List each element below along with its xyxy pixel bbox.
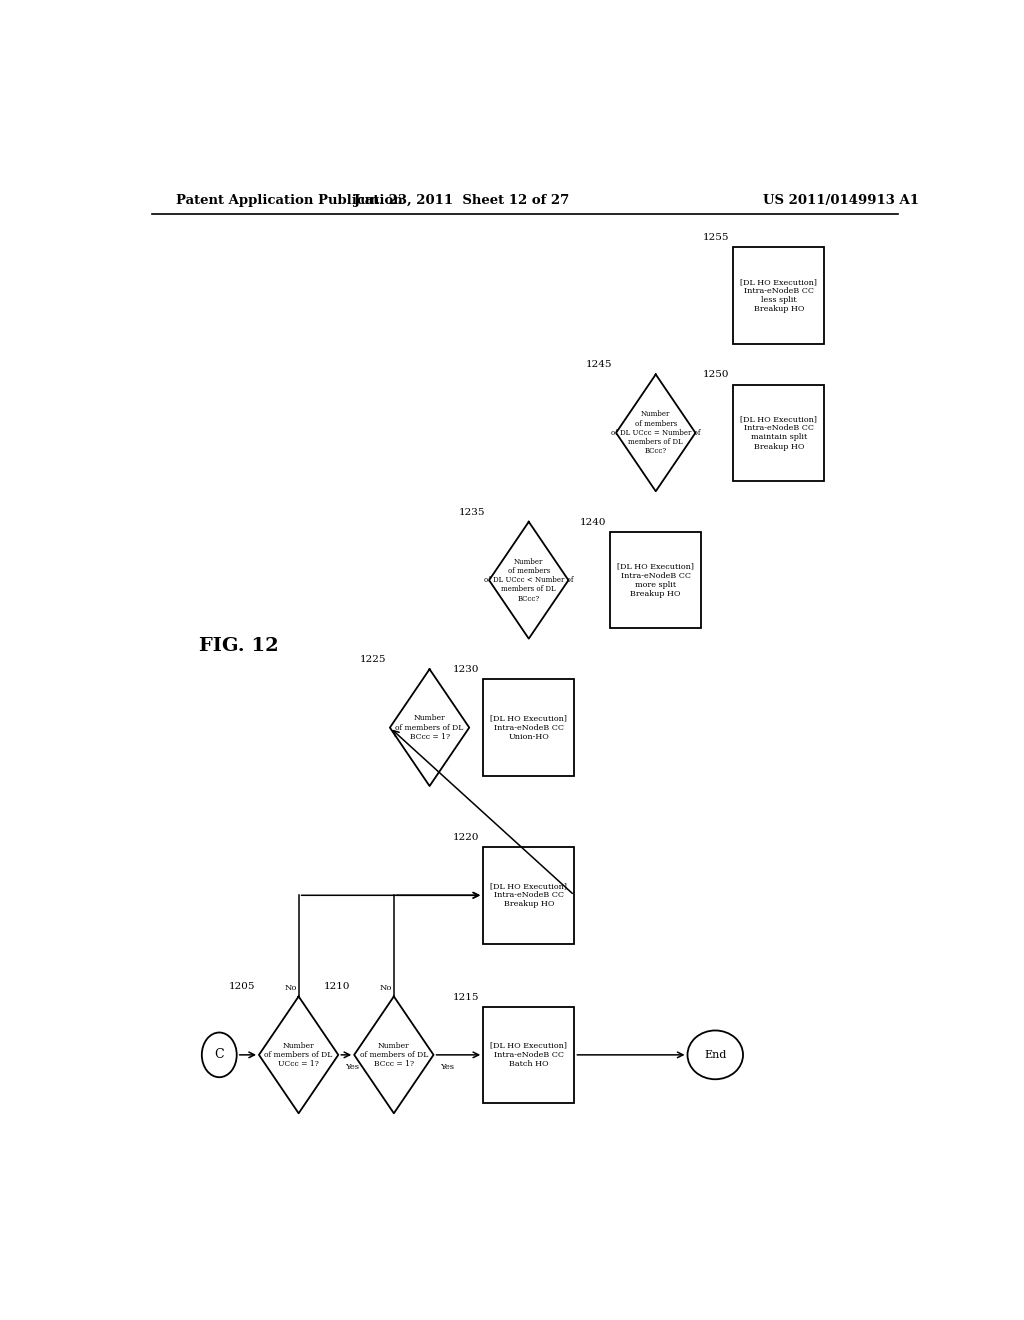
Text: 1255: 1255	[702, 234, 729, 243]
Text: Patent Application Publication: Patent Application Publication	[176, 194, 402, 207]
Bar	[483, 680, 574, 776]
Text: [DL HO Execution]
Intra-eNodeB CC
more split
Breakup HO: [DL HO Execution] Intra-eNodeB CC more s…	[617, 562, 694, 598]
Text: Number
of members
of DL UCcc < Number of
members of DL
BCcc?: Number of members of DL UCcc < Number of…	[484, 558, 573, 603]
Text: Yes: Yes	[440, 1063, 454, 1071]
Bar	[733, 384, 824, 480]
Text: 1220: 1220	[453, 833, 479, 842]
Text: No: No	[380, 985, 392, 993]
Text: 1215: 1215	[453, 993, 479, 1002]
Text: US 2011/0149913 A1: US 2011/0149913 A1	[763, 194, 919, 207]
Text: [DL HO Execution]
Intra-eNodeB CC
Breakup HO: [DL HO Execution] Intra-eNodeB CC Breaku…	[490, 882, 567, 908]
Text: 1245: 1245	[586, 360, 612, 370]
Text: Jun. 23, 2011  Sheet 12 of 27: Jun. 23, 2011 Sheet 12 of 27	[353, 194, 569, 207]
Text: 1225: 1225	[359, 655, 386, 664]
Text: Number
of members of DL
UCcc = 1?: Number of members of DL UCcc = 1?	[264, 1041, 333, 1068]
Text: 1240: 1240	[580, 517, 606, 527]
Text: [DL HO Execution]
Intra-eNodeB CC
less split
Breakup HO: [DL HO Execution] Intra-eNodeB CC less s…	[740, 277, 817, 313]
Bar	[483, 1007, 574, 1104]
Text: No: No	[285, 985, 297, 993]
Bar	[483, 847, 574, 944]
Text: C: C	[214, 1048, 224, 1061]
Text: Number
of members of DL
BCcc = 1?: Number of members of DL BCcc = 1?	[395, 714, 464, 741]
Text: Yes: Yes	[345, 1063, 358, 1071]
Text: [DL HO Execution]
Intra-eNodeB CC
maintain split
Breakup HO: [DL HO Execution] Intra-eNodeB CC mainta…	[740, 414, 817, 450]
Text: FIG. 12: FIG. 12	[200, 638, 280, 655]
Text: 1210: 1210	[324, 982, 350, 991]
Text: Number
of members of DL
BCcc = 1?: Number of members of DL BCcc = 1?	[359, 1041, 428, 1068]
Bar	[610, 532, 701, 628]
Text: 1235: 1235	[459, 508, 485, 516]
Text: [DL HO Execution]
Intra-eNodeB CC
Union-HO: [DL HO Execution] Intra-eNodeB CC Union-…	[490, 714, 567, 741]
Text: 1230: 1230	[453, 665, 479, 675]
Text: End: End	[705, 1049, 726, 1060]
Text: [DL HO Execution]
Intra-eNodeB CC
Batch HO: [DL HO Execution] Intra-eNodeB CC Batch …	[490, 1041, 567, 1068]
Text: 1250: 1250	[702, 371, 729, 379]
Bar	[733, 247, 824, 345]
Text: 1205: 1205	[228, 982, 255, 991]
Text: Number
of members
of DL UCcc = Number of
members of DL
BCcc?: Number of members of DL UCcc = Number of…	[611, 411, 700, 455]
